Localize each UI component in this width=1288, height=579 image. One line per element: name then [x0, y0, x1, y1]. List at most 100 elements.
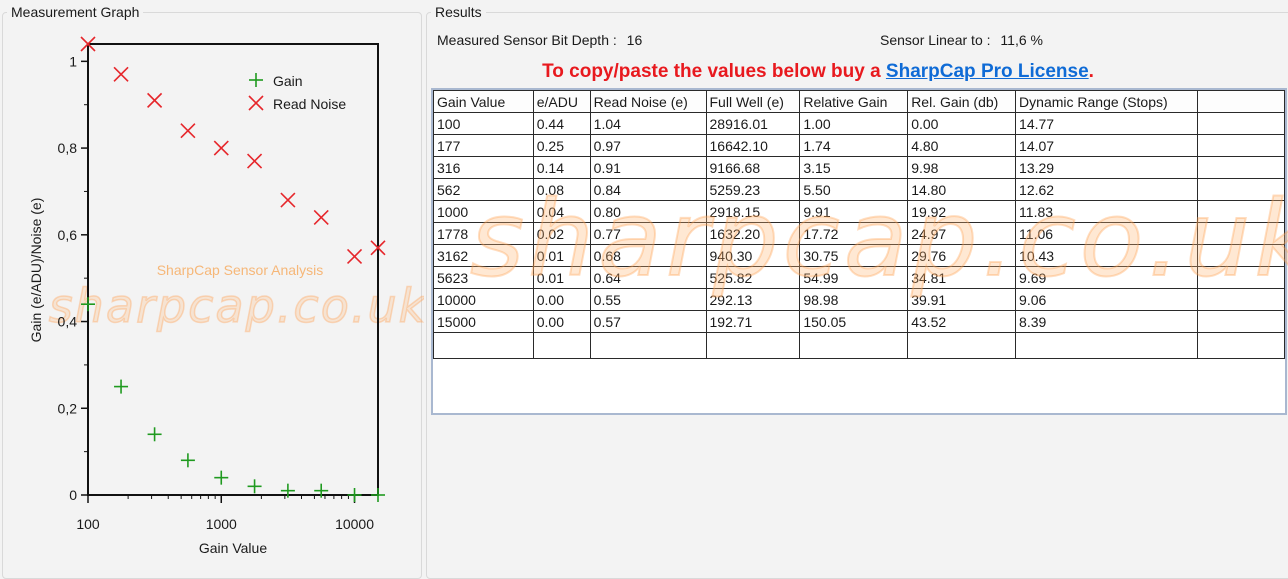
column-header[interactable]: Relative Gain: [799, 90, 909, 113]
table-cell[interactable]: 9.06: [1015, 288, 1198, 311]
table-cell[interactable]: 0.01: [532, 266, 591, 289]
table-cell[interactable]: 0.01: [532, 244, 591, 267]
table-cell[interactable]: 5259.23: [705, 178, 801, 201]
table-row[interactable]: 3162 0.01 0.68 940.30 30.75 29.76 10.43: [433, 244, 1285, 267]
table-cell[interactable]: [1196, 222, 1285, 245]
table-empty-row[interactable]: [433, 332, 1285, 359]
table-cell[interactable]: 0.02: [532, 222, 591, 245]
table-cell[interactable]: 0.00: [532, 310, 591, 333]
table-cell[interactable]: [1196, 156, 1285, 179]
table-row[interactable]: 100 0.44 1.04 28916.01 1.00 0.00 14.77: [433, 112, 1285, 135]
table-cell[interactable]: 1000: [433, 200, 534, 223]
table-row[interactable]: 10000 0.00 0.55 292.13 98.98 39.91 9.06: [433, 288, 1285, 311]
table-cell[interactable]: 0.91: [589, 156, 707, 179]
table-cell[interactable]: 0.44: [532, 112, 591, 135]
results-table-container[interactable]: Gain Value e/ADU Read Noise (e) Full Well (…: [431, 88, 1287, 415]
table-cell[interactable]: 100: [433, 112, 534, 135]
table-row[interactable]: 1778 0.02 0.77 1632.20 17.72 24.97 11.06: [433, 222, 1285, 245]
table-cell[interactable]: [1196, 112, 1285, 135]
table-cell[interactable]: 0.68: [589, 244, 707, 267]
table-cell[interactable]: 29.76: [907, 244, 1017, 267]
table-cell[interactable]: 15000: [433, 310, 534, 333]
table-cell[interactable]: [1196, 310, 1285, 333]
table-cell[interactable]: 34.81: [907, 266, 1017, 289]
table-cell[interactable]: [589, 332, 707, 359]
table-cell[interactable]: [1015, 332, 1198, 359]
table-cell[interactable]: 0.25: [532, 134, 591, 157]
table-cell[interactable]: 9.91: [799, 200, 909, 223]
table-cell[interactable]: [1196, 200, 1285, 223]
table-cell[interactable]: [1196, 266, 1285, 289]
table-cell[interactable]: 9166.68: [705, 156, 801, 179]
table-cell[interactable]: 0.84: [589, 178, 707, 201]
table-cell[interactable]: 1.04: [589, 112, 707, 135]
table-cell[interactable]: [1196, 178, 1285, 201]
column-header[interactable]: Dynamic Range (Stops): [1015, 90, 1198, 113]
table-row[interactable]: 562 0.08 0.84 5259.23 5.50 14.80 12.62: [433, 178, 1285, 201]
table-cell[interactable]: 940.30: [705, 244, 801, 267]
table-cell[interactable]: 14.80: [907, 178, 1017, 201]
column-header[interactable]: Rel. Gain (db): [907, 90, 1017, 113]
table-cell[interactable]: 17.72: [799, 222, 909, 245]
table-cell[interactable]: 19.92: [907, 200, 1017, 223]
table-cell[interactable]: 14.07: [1015, 134, 1198, 157]
table-cell[interactable]: 43.52: [907, 310, 1017, 333]
table-cell[interactable]: 1.74: [799, 134, 909, 157]
table-cell[interactable]: 0.80: [589, 200, 707, 223]
table-cell[interactable]: 14.77: [1015, 112, 1198, 135]
table-cell[interactable]: 192.71: [705, 310, 801, 333]
table-cell[interactable]: 292.13: [705, 288, 801, 311]
table-cell[interactable]: [532, 332, 591, 359]
table-cell[interactable]: 316: [433, 156, 534, 179]
table-cell[interactable]: 0.57: [589, 310, 707, 333]
table-cell[interactable]: [433, 332, 534, 359]
table-cell[interactable]: 4.80: [907, 134, 1017, 157]
table-cell[interactable]: 28916.01: [705, 112, 801, 135]
table-cell[interactable]: 1778: [433, 222, 534, 245]
table-cell[interactable]: 0.77: [589, 222, 707, 245]
table-cell[interactable]: 9.98: [907, 156, 1017, 179]
table-cell[interactable]: [1196, 332, 1285, 359]
sharpcap-pro-license-link[interactable]: SharpCap Pro License: [885, 61, 1089, 82]
table-row[interactable]: 316 0.14 0.91 9166.68 3.15 9.98 13.29: [433, 156, 1285, 179]
table-cell[interactable]: 24.97: [907, 222, 1017, 245]
table-cell[interactable]: 16642.10: [705, 134, 801, 157]
table-cell[interactable]: 0.08: [532, 178, 591, 201]
table-cell[interactable]: 0.04: [532, 200, 591, 223]
column-header[interactable]: Full Well (e): [705, 90, 801, 113]
table-cell[interactable]: [907, 332, 1017, 359]
table-row[interactable]: 1000 0.04 0.80 2918.15 9.91 19.92 11.83: [433, 200, 1285, 223]
table-cell[interactable]: 5.50: [799, 178, 909, 201]
column-header[interactable]: Gain Value: [433, 90, 534, 113]
table-cell[interactable]: [1196, 244, 1285, 267]
column-header[interactable]: Read Noise (e): [589, 90, 707, 113]
table-cell[interactable]: 177: [433, 134, 534, 157]
table-cell[interactable]: 98.98: [799, 288, 909, 311]
table-cell[interactable]: 1632.20: [705, 222, 801, 245]
table-cell[interactable]: 525.82: [705, 266, 801, 289]
table-cell[interactable]: 12.62: [1015, 178, 1198, 201]
table-cell[interactable]: 9.69: [1015, 266, 1198, 289]
table-row[interactable]: 5623 0.01 0.64 525.82 54.99 34.81 9.69: [433, 266, 1285, 289]
table-cell[interactable]: 150.05: [799, 310, 909, 333]
table-cell[interactable]: 5623: [433, 266, 534, 289]
table-cell[interactable]: 3162: [433, 244, 534, 267]
table-cell[interactable]: 8.39: [1015, 310, 1198, 333]
table-cell[interactable]: [1196, 134, 1285, 157]
table-cell[interactable]: 0.64: [589, 266, 707, 289]
table-row[interactable]: 177 0.25 0.97 16642.10 1.74 4.80 14.07: [433, 134, 1285, 157]
table-cell[interactable]: 10.43: [1015, 244, 1198, 267]
table-cell[interactable]: 0.00: [532, 288, 591, 311]
table-cell[interactable]: 0.14: [532, 156, 591, 179]
table-cell[interactable]: 30.75: [799, 244, 909, 267]
table-cell[interactable]: 0.00: [907, 112, 1017, 135]
table-cell[interactable]: 2918.15: [705, 200, 801, 223]
table-cell[interactable]: 10000: [433, 288, 534, 311]
table-cell[interactable]: 11.83: [1015, 200, 1198, 223]
table-cell[interactable]: 3.15: [799, 156, 909, 179]
table-row[interactable]: 15000 0.00 0.57 192.71 150.05 43.52 8.39: [433, 310, 1285, 333]
table-cell[interactable]: [1196, 288, 1285, 311]
table-cell[interactable]: 0.55: [589, 288, 707, 311]
table-cell[interactable]: [799, 332, 909, 359]
table-cell[interactable]: 11.06: [1015, 222, 1198, 245]
